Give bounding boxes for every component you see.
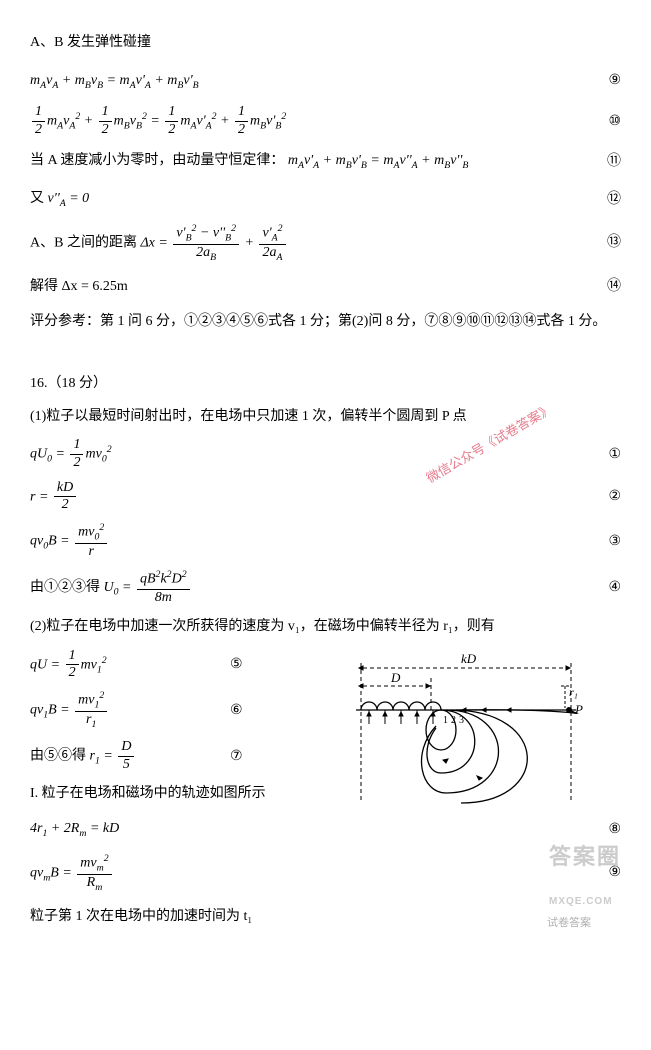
svg-text:3: 3 — [459, 715, 464, 726]
eq9-formula: mAvA + mBvB = mAv'A + mBv'B — [30, 68, 199, 94]
svg-text:1: 1 — [443, 715, 448, 726]
equation-9: mAvA + mBvB = mAv'A + mBv'B ⑨ — [30, 66, 621, 96]
last-text: 粒子第 1 次在电场中的加速时间为 t₁ — [30, 904, 252, 929]
eq-number: ⑤ — [230, 652, 243, 677]
traj-text: I. 粒子在电场和磁场中的轨迹如图所示 — [30, 786, 266, 801]
last-line: 粒子第 1 次在电场中的加速时间为 t₁ 答案圈 MXQE.COM 试卷答案 — [30, 901, 621, 931]
eq9b-formula: qvmB = mvm2Rm — [30, 853, 114, 894]
svg-text:D: D — [390, 670, 401, 685]
equation-4: 由①②③得 U0 = qB2k2D28m ④ — [30, 569, 621, 606]
scoring-note: 评分参考：第 1 问 6 分，①②③④⑤⑥式各 1 分；第(2)问 8 分，⑦⑧… — [30, 309, 621, 334]
p2-text: (2)粒子在电场中加速一次所获得的速度为 v₁，在磁场中偏转半径为 r₁，则有 — [30, 619, 495, 634]
eq13-formula: A、B 之间的距离 Δx = v'B2 − v''B22aB + v'A22aA — [30, 223, 288, 264]
eq10-formula: 12mAvA2 + 12mBvB2 = 12mAv'A2 + 12mBv'B2 — [30, 104, 286, 139]
eq-number: ⑭ — [607, 274, 621, 299]
equation-2: r = kD2 ② — [30, 480, 621, 515]
p1-text: (1)粒子以最短时间射出时，在电场中只加速 1 次，偏转半个圆周到 P 点 — [30, 409, 467, 424]
eq-number: ① — [608, 442, 621, 467]
eq-number: ⑩ — [608, 109, 621, 134]
watermark-small: 试卷答案 — [547, 914, 591, 934]
svg-text:kD: kD — [461, 651, 477, 666]
equation-1: qU0 = 12mv02 ① 微信公众号《试卷答案》 — [30, 437, 621, 472]
svg-text:r₁: r₁ — [569, 685, 578, 699]
eq-number: ⑦ — [230, 744, 243, 769]
eq12-formula: 又 v''A = 0 — [30, 186, 89, 212]
question-16-header: 16.（18 分） — [30, 371, 621, 396]
eq8-formula: 4r1 + 2Rm = kD — [30, 816, 119, 842]
text-line-collision: A、B 发生弹性碰撞 — [30, 28, 621, 58]
eq-number: ③ — [608, 529, 621, 554]
part-2-text: (2)粒子在电场中加速一次所获得的速度为 v₁，在磁场中偏转半径为 r₁，则有 — [30, 614, 621, 639]
eq6-formula: qv1B = mv12r1 — [30, 690, 109, 731]
scoring-text: 评分参考：第 1 问 6 分，①②③④⑤⑥式各 1 分；第(2)问 8 分，⑦⑧… — [30, 314, 606, 329]
eq-number: ② — [608, 484, 621, 509]
svg-text:2: 2 — [451, 715, 456, 726]
equation-8: 4r1 + 2Rm = kD ⑧ — [30, 815, 621, 845]
eq2-formula: r = kD2 — [30, 480, 78, 515]
eq-number: ⑥ — [230, 698, 243, 723]
equation-13: A、B 之间的距离 Δx = v'B2 − v''B22aB + v'A22aA… — [30, 223, 621, 264]
equation-10: 12mAvA2 + 12mBvB2 = 12mAv'A2 + 12mBv'B2 … — [30, 104, 621, 139]
content: A、B 发生弹性碰撞 — [30, 30, 151, 55]
equation-14: 解得 Δx = 6.25m ⑭ — [30, 271, 621, 301]
watermark-gray: 答案圈 MXQE.COM — [549, 837, 621, 916]
eq1-formula: qU0 = 12mv02 — [30, 437, 112, 472]
equation-12: 又 v''A = 0 ⑫ — [30, 185, 621, 215]
equation-11: 当 A 速度减小为零时，由动量守恒定律： mAv'A + mBv'B = mAv… — [30, 147, 621, 177]
eq11-text: 当 A 速度减小为零时，由动量守恒定律： mAv'A + mBv'B = mAv… — [30, 148, 468, 174]
eq-number: ⑫ — [607, 187, 621, 212]
part-1-text: (1)粒子以最短时间射出时，在电场中只加速 1 次，偏转半个圆周到 P 点 — [30, 404, 621, 429]
eq5-formula: qU = 12mv12 — [30, 648, 107, 683]
svg-text:P: P — [574, 702, 583, 717]
eq3-formula: qv0B = mv02r — [30, 522, 109, 561]
trajectory-diagram: kD D P 1 2 — [351, 648, 591, 808]
eq14-text: 解得 Δx = 6.25m — [30, 274, 128, 299]
equation-9b: qvmB = mvm2Rm ⑨ — [30, 853, 621, 894]
eq7-formula: 由⑤⑥得 r1 = D5 — [30, 739, 136, 774]
equation-3: qv0B = mv02r ③ — [30, 522, 621, 561]
eq-number: ⑨ — [608, 68, 621, 93]
q16-label: 16.（18 分） — [30, 376, 107, 391]
eq-number: ⑬ — [607, 230, 621, 255]
eq-number: ⑪ — [607, 149, 621, 174]
eq4-formula: 由①②③得 U0 = qB2k2D28m — [30, 569, 192, 606]
eq-number: ④ — [608, 575, 621, 600]
